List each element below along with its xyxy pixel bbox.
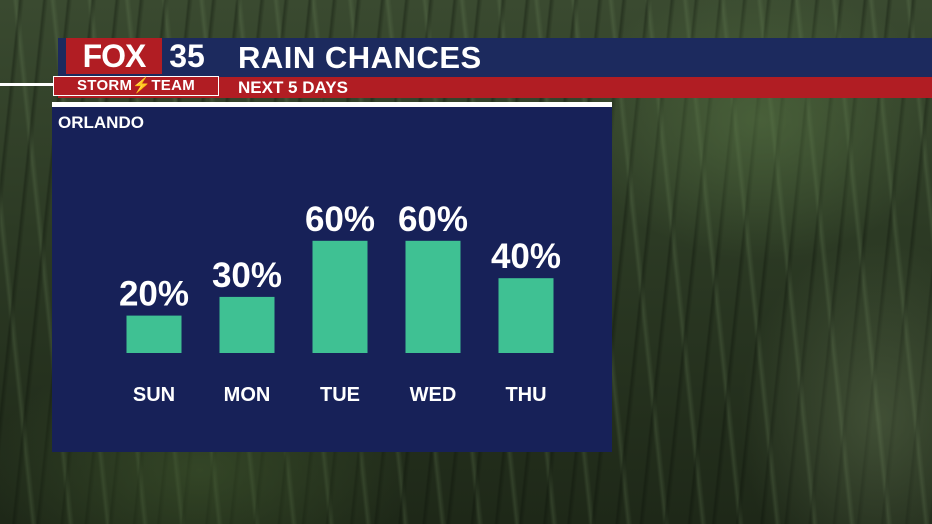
data-label-wed: 60% [398,200,468,239]
logo-brand: FOX [66,38,162,74]
tick-label-mon: MON [224,384,271,406]
title-bar [58,38,932,77]
data-label-sun: 20% [119,275,189,314]
data-label-mon: 30% [212,256,282,295]
logo-storm-team: STORM⚡TEAM [53,76,219,96]
tick-label-tue: TUE [320,384,360,406]
logo-channel: 35 [169,38,205,74]
bar-wed [405,240,461,353]
fox35-storm-team-logo: FOX 35 STORM⚡TEAM [52,36,221,98]
tick-label-wed: WED [410,384,457,406]
data-label-tue: 60% [305,200,375,239]
bar-tue [312,240,368,353]
bar-thu [498,278,554,353]
bar-mon [219,296,275,353]
subtitle-bar [58,77,932,98]
chart-subtitle: NEXT 5 DAYS [238,78,348,97]
chart-title: RAIN CHANCES [238,40,482,75]
tick-label-sun: SUN [133,384,175,406]
location-label: ORLANDO [58,113,144,132]
bar-sun [126,315,182,353]
tick-label-thu: THU [505,384,546,406]
left-accent-rule [0,83,58,86]
data-label-thu: 40% [491,237,561,276]
rain-chance-bar-chart: 20% SUN 30% MON 60% TUE 60% WED 40% THU [119,200,561,406]
